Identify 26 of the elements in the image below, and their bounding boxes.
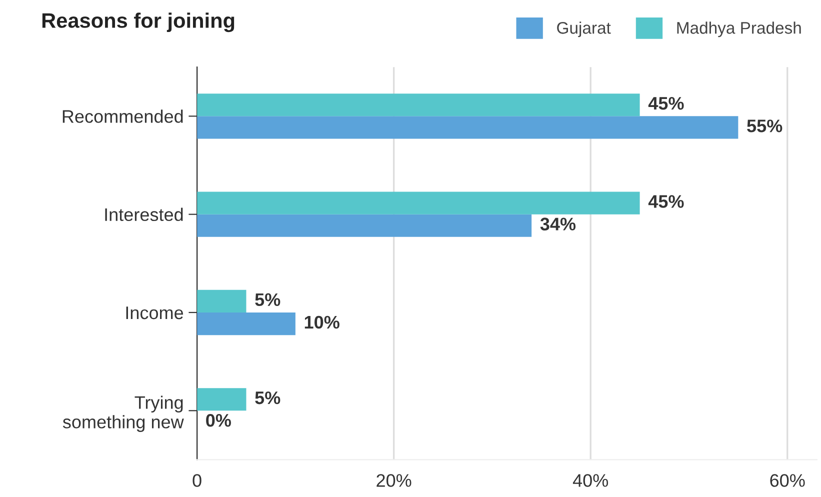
bar	[197, 214, 532, 237]
data-label: 45%	[648, 195, 684, 208]
bar	[197, 94, 640, 116]
legend-label: Gujarat	[557, 22, 611, 38]
y-tick-label: Trying something new	[62, 396, 184, 432]
bar	[197, 192, 640, 214]
data-label: 5%	[255, 391, 280, 404]
data-label: 55%	[747, 120, 782, 132]
bar	[197, 388, 246, 411]
data-label: 0%	[206, 414, 231, 427]
chart-title: Reasons for joining	[42, 12, 234, 32]
bar	[197, 312, 296, 336]
y-tick-label: Interested	[105, 208, 183, 222]
y-tick-label: Income	[126, 306, 184, 320]
y-tick-label: Recommended	[62, 110, 183, 123]
data-label: 45%	[648, 96, 684, 110]
data-label: 10%	[304, 316, 340, 329]
x-tick-label: 40%	[572, 474, 608, 487]
data-label: 5%	[255, 293, 280, 306]
bar	[197, 116, 738, 139]
bar	[197, 290, 246, 312]
x-tick-label: 20%	[376, 474, 412, 487]
legend-label: Madhya Pradesh	[677, 22, 801, 38]
x-tick-label: 0	[192, 474, 202, 487]
x-tick-label: 60%	[770, 474, 805, 487]
data-label: 34%	[540, 218, 576, 230]
